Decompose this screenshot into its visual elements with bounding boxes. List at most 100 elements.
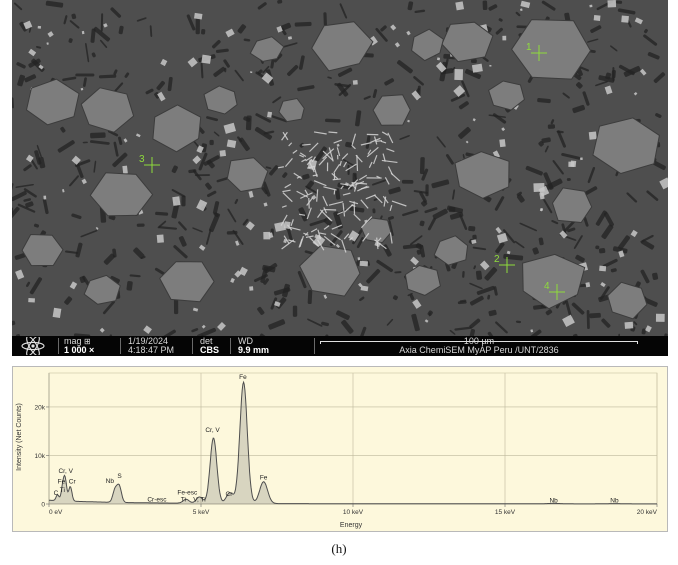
dark-phase-particle [646, 190, 659, 201]
dendrite-branch [287, 224, 293, 231]
dark-phase-particle [113, 141, 119, 157]
dark-phase-particle [384, 78, 395, 86]
bright-phase-particle [633, 91, 638, 96]
dark-phase-particle [392, 295, 398, 301]
mag-value: 1 000 × [64, 345, 95, 355]
marker-label: 1 [526, 42, 532, 53]
dark-phase-particle [567, 227, 576, 233]
carbide-grain [89, 172, 154, 217]
bright-phase-particle [407, 119, 410, 123]
dendrite-branch [304, 189, 309, 195]
carbide-grain [25, 78, 80, 126]
carbide-grain [551, 187, 593, 224]
instrument-label: Axia ChemiSEM MyAP Peru /UNT/2836 [399, 345, 559, 355]
mag-field: mag ⊞ 1 000 × [64, 337, 94, 355]
dark-phase-particle [571, 302, 585, 315]
bright-phase-particle [359, 260, 369, 267]
dark-phase-particle [610, 45, 618, 52]
dark-phase-particle [462, 153, 465, 159]
dendrite-branch [372, 154, 378, 165]
bright-phase-particle [520, 0, 531, 9]
dark-phase-particle [36, 45, 42, 49]
separator [192, 338, 193, 354]
dark-phase-particle [470, 58, 477, 64]
dark-phase-particle [270, 297, 278, 310]
dark-phase-particle [468, 225, 476, 232]
peak-label: Nb [549, 498, 558, 505]
carbide-grain [83, 274, 121, 305]
dark-phase-particle [503, 229, 516, 244]
carbide-grain [607, 281, 648, 320]
bright-phase-particle [630, 229, 638, 238]
dark-phase-particle [387, 215, 395, 221]
dark-phase-particle [90, 28, 96, 43]
dark-phase-particle [149, 25, 153, 38]
dendrite-branch [333, 139, 343, 144]
bright-phase-particle [465, 140, 469, 144]
dark-phase-particle [467, 328, 476, 336]
dark-phase-particle [436, 136, 446, 148]
bright-phase-particle [156, 234, 164, 243]
bright-phase-particle [489, 64, 492, 67]
bright-phase-particle [43, 195, 47, 200]
dendrite-branch [387, 166, 394, 176]
dark-phase-particle [541, 137, 551, 144]
x-tick-label: 0 eV [49, 509, 63, 516]
bright-phase-particle [196, 199, 208, 212]
dark-phase-particle [590, 25, 602, 34]
carbide-grain [311, 21, 374, 72]
dendrite-branch [375, 140, 383, 143]
dark-phase-particle [110, 7, 122, 18]
dark-phase-particle [89, 140, 110, 145]
dark-phase-particle [476, 285, 495, 295]
dendrite-branch [323, 235, 336, 246]
dark-phase-particle [272, 96, 282, 104]
bright-phase-particle [160, 58, 168, 67]
dark-phase-particle [23, 164, 32, 172]
dark-phase-particle [431, 179, 450, 189]
dark-phase-particle [269, 165, 279, 176]
dark-phase-particle [181, 195, 186, 207]
dendrite-branch [299, 213, 306, 216]
bright-phase-particle [436, 57, 441, 61]
bright-phase-particle [634, 17, 643, 25]
dark-phase-particle [259, 333, 272, 336]
bright-phase-particle [499, 139, 506, 148]
det-label: det [200, 336, 213, 346]
bright-phase-particle [25, 154, 34, 163]
dark-phase-particle [28, 27, 32, 33]
dark-phase-particle [243, 116, 251, 122]
dark-phase-particle [495, 242, 505, 254]
bright-phase-particle [123, 138, 128, 143]
dark-phase-particle [339, 3, 348, 19]
dark-phase-particle [464, 68, 482, 79]
dendrite-branch [366, 146, 379, 158]
carbide-grain [159, 261, 215, 303]
dark-phase-particle [129, 274, 141, 278]
dark-phase-particle [297, 270, 307, 289]
dark-phase-particle [544, 178, 563, 191]
peak-label: Fe, Cr [58, 479, 77, 486]
bright-phase-particle [506, 250, 511, 255]
analysis-markers: 1 2 3 4 [139, 42, 565, 300]
dark-phase-particle [63, 15, 68, 25]
dendritic-phase [277, 131, 407, 253]
dark-phase-particle [298, 207, 309, 222]
dark-phase-particle [445, 261, 451, 272]
dark-phase-particle [573, 235, 583, 249]
bright-phase-particle [81, 30, 85, 35]
dark-phase-particle [449, 329, 456, 335]
dendrite-branch [373, 194, 383, 204]
dark-phase-particle [274, 57, 280, 63]
datetime-field: 1/19/2024 4:18:47 PM [128, 337, 174, 355]
dark-phase-particle [469, 295, 484, 306]
dendrite-branch [311, 156, 316, 163]
carbide-grain [278, 97, 305, 123]
dark-phase-particle [413, 76, 424, 86]
dendrite-branch [305, 155, 313, 162]
bright-phase-particle [122, 165, 128, 174]
dark-phase-particle [598, 75, 615, 83]
dark-phase-particle [321, 321, 329, 327]
bright-phase-particle [519, 8, 523, 12]
dark-phase-particle [186, 14, 196, 31]
